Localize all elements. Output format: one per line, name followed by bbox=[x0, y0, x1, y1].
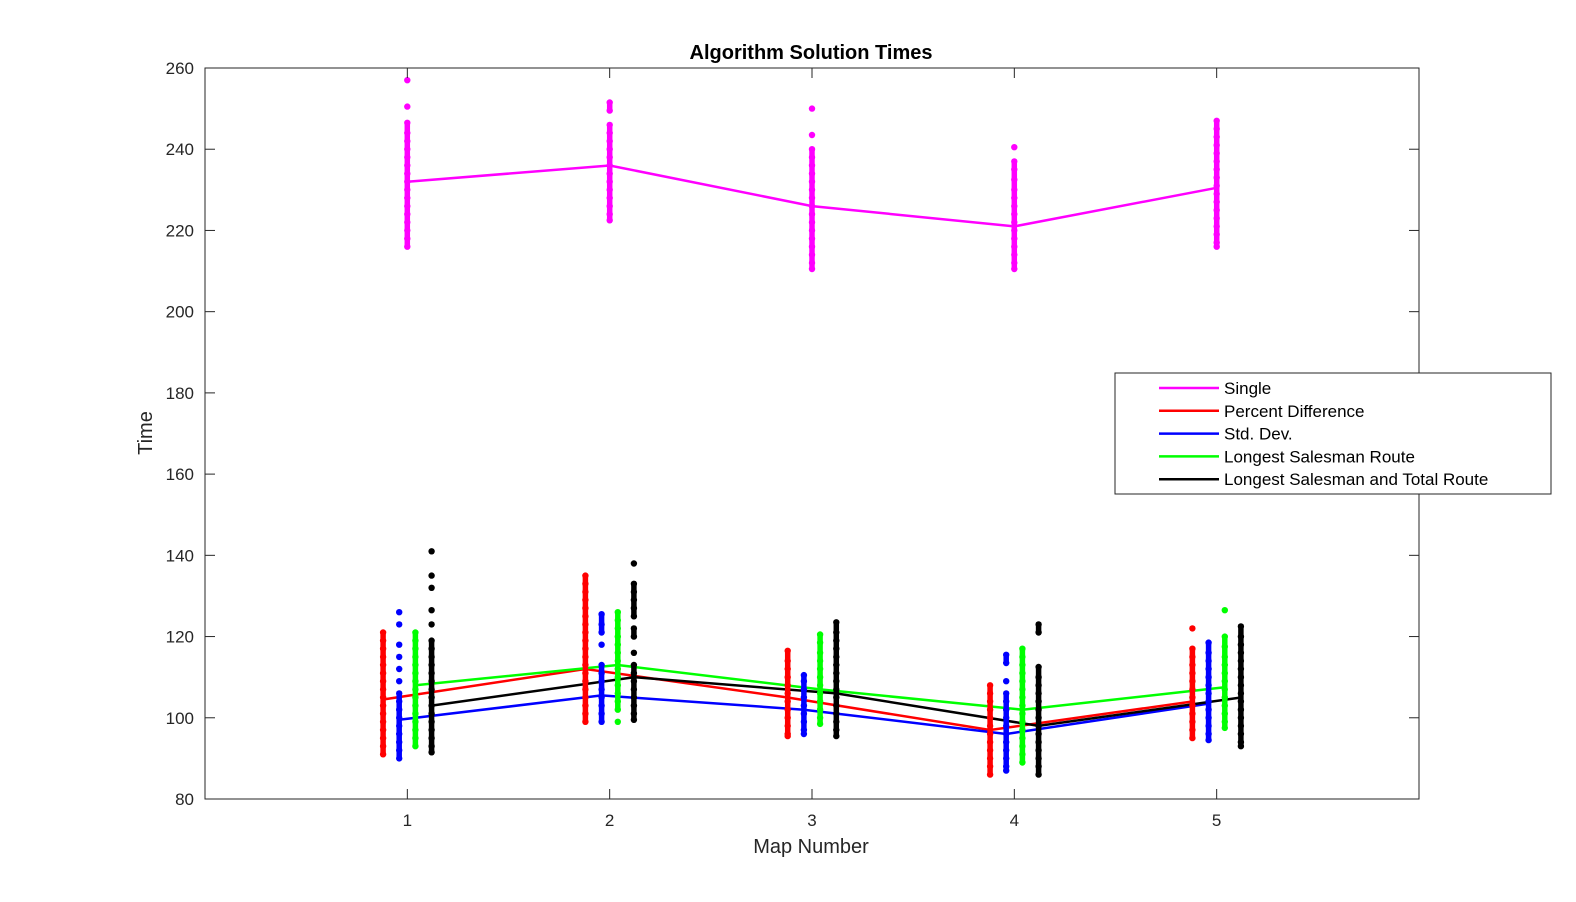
data-point-single bbox=[808, 105, 816, 112]
data-point-longest-salesman-and-total-route bbox=[630, 613, 638, 620]
legend-label: Single bbox=[1224, 379, 1271, 398]
data-point-std-dev bbox=[396, 678, 403, 685]
data-point-longest-salesman-and-total-route bbox=[1237, 743, 1245, 750]
y-tick-label: 260 bbox=[166, 59, 194, 78]
data-point-single bbox=[606, 107, 613, 114]
x-axis-label: Map Number bbox=[753, 836, 869, 858]
legend-label: Longest Salesman Route bbox=[1224, 447, 1415, 466]
data-point-single bbox=[1011, 265, 1018, 273]
data-point-longest-salesman-and-total-route bbox=[428, 584, 435, 591]
data-point-std-dev bbox=[1205, 736, 1212, 744]
y-tick-label: 140 bbox=[166, 546, 194, 565]
data-point-longest-salesman-route bbox=[412, 743, 419, 750]
data-point-single bbox=[606, 217, 613, 224]
data-point-longest-salesman-and-total-route bbox=[428, 749, 435, 756]
data-point-longest-salesman-route bbox=[1221, 724, 1229, 732]
data-point-std-dev bbox=[598, 641, 605, 648]
data-point-single bbox=[404, 77, 411, 84]
y-tick-label: 180 bbox=[166, 384, 194, 403]
data-point-single bbox=[808, 131, 816, 139]
x-tick-label: 3 bbox=[807, 811, 816, 830]
data-point-percent-difference bbox=[1189, 734, 1196, 742]
legend: Single Percent Difference Std. Dev. Longest… bbox=[1114, 372, 1552, 495]
data-point-longest-salesman-and-total-route bbox=[833, 732, 840, 740]
data-point-std-dev bbox=[396, 755, 403, 762]
data-point-longest-salesman-route bbox=[816, 720, 824, 728]
data-point-longest-salesman-and-total-route bbox=[630, 649, 638, 656]
data-point-std-dev bbox=[598, 629, 605, 636]
y-tick-label: 220 bbox=[166, 221, 194, 240]
data-point-std-dev bbox=[396, 665, 403, 673]
data-point-percent-difference bbox=[1189, 625, 1196, 632]
data-point-longest-salesman-and-total-route bbox=[428, 548, 435, 555]
data-point-longest-salesman-and-total-route bbox=[428, 607, 435, 614]
y-tick-label: 240 bbox=[166, 140, 194, 159]
y-tick-label: 160 bbox=[166, 465, 194, 484]
data-point-longest-salesman-route bbox=[614, 706, 621, 713]
data-point-longest-salesman-and-total-route bbox=[428, 572, 435, 579]
data-point-longest-salesman-and-total-route bbox=[1035, 771, 1042, 778]
y-tick-label: 200 bbox=[166, 303, 194, 322]
data-point-single bbox=[808, 265, 816, 273]
x-tick-label: 2 bbox=[605, 811, 614, 830]
x-tick-label: 4 bbox=[1010, 811, 1019, 830]
legend-label: Std. Dev. bbox=[1224, 425, 1293, 444]
data-point-std-dev bbox=[396, 621, 403, 628]
data-point-longest-salesman-route bbox=[1019, 759, 1026, 766]
legend-label: Longest Salesman and Total Route bbox=[1224, 470, 1488, 489]
data-point-single bbox=[404, 243, 411, 250]
data-point-std-dev bbox=[396, 653, 403, 661]
data-point-longest-salesman-and-total-route bbox=[630, 633, 638, 640]
data-point-longest-salesman-route bbox=[614, 718, 621, 725]
data-point-single bbox=[404, 103, 411, 110]
data-point-longest-salesman-route bbox=[1221, 607, 1229, 614]
x-tick-label: 5 bbox=[1212, 811, 1221, 830]
axes: 1 2 3 4 5 80 100 120 140 160 180 200 220 240 260 bbox=[166, 59, 1420, 830]
data-point-std-dev bbox=[1003, 767, 1010, 774]
data-point-percent-difference bbox=[582, 718, 589, 725]
y-tick-label: 100 bbox=[166, 709, 194, 728]
data-point-percent-difference bbox=[986, 771, 994, 778]
data-point-single bbox=[1011, 144, 1018, 151]
chart-title: Algorithm Solution Times bbox=[690, 42, 933, 64]
data-point-std-dev bbox=[800, 730, 808, 738]
data-point-single bbox=[1213, 243, 1220, 250]
legend-label: Percent Difference bbox=[1224, 402, 1364, 421]
data-point-longest-salesman-and-total-route bbox=[1035, 629, 1042, 636]
data-point-longest-salesman-and-total-route bbox=[630, 716, 638, 723]
data-point-std-dev bbox=[396, 641, 403, 648]
y-tick-label: 120 bbox=[166, 628, 194, 647]
data-points bbox=[379, 77, 1245, 778]
data-point-std-dev bbox=[1003, 678, 1010, 685]
data-point-longest-salesman-and-total-route bbox=[630, 560, 638, 567]
data-point-std-dev bbox=[598, 718, 605, 725]
y-axis-label: Time bbox=[135, 411, 157, 455]
data-point-std-dev bbox=[1003, 659, 1010, 667]
data-point-std-dev bbox=[396, 609, 403, 616]
data-point-longest-salesman-and-total-route bbox=[428, 621, 435, 628]
x-tick-label: 1 bbox=[403, 811, 412, 830]
data-point-percent-difference bbox=[784, 732, 791, 740]
data-point-percent-difference bbox=[379, 751, 387, 758]
y-tick-label: 80 bbox=[175, 790, 194, 809]
